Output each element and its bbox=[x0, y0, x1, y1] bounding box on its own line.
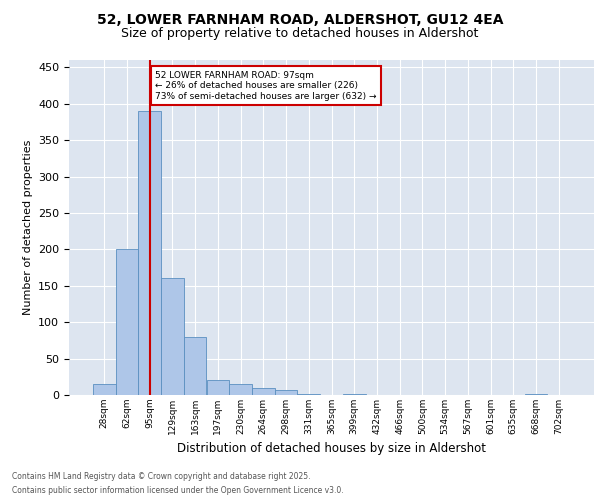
Bar bbox=[161, 278, 184, 395]
Bar bbox=[275, 390, 298, 395]
Text: Size of property relative to detached houses in Aldershot: Size of property relative to detached ho… bbox=[121, 28, 479, 40]
Y-axis label: Number of detached properties: Number of detached properties bbox=[23, 140, 32, 315]
Bar bbox=[206, 380, 229, 395]
Text: Contains HM Land Registry data © Crown copyright and database right 2025.: Contains HM Land Registry data © Crown c… bbox=[12, 472, 311, 481]
Text: Contains public sector information licensed under the Open Government Licence v3: Contains public sector information licen… bbox=[12, 486, 344, 495]
Bar bbox=[93, 384, 116, 395]
Bar bbox=[252, 388, 275, 395]
Bar bbox=[229, 384, 252, 395]
Bar bbox=[298, 394, 320, 395]
Bar bbox=[343, 394, 365, 395]
Text: 52, LOWER FARNHAM ROAD, ALDERSHOT, GU12 4EA: 52, LOWER FARNHAM ROAD, ALDERSHOT, GU12 … bbox=[97, 12, 503, 26]
X-axis label: Distribution of detached houses by size in Aldershot: Distribution of detached houses by size … bbox=[177, 442, 486, 456]
Bar bbox=[184, 336, 206, 395]
Bar bbox=[524, 394, 547, 395]
Bar bbox=[139, 111, 161, 395]
Text: 52 LOWER FARNHAM ROAD: 97sqm
← 26% of detached houses are smaller (226)
73% of s: 52 LOWER FARNHAM ROAD: 97sqm ← 26% of de… bbox=[155, 71, 377, 101]
Bar bbox=[116, 250, 139, 395]
